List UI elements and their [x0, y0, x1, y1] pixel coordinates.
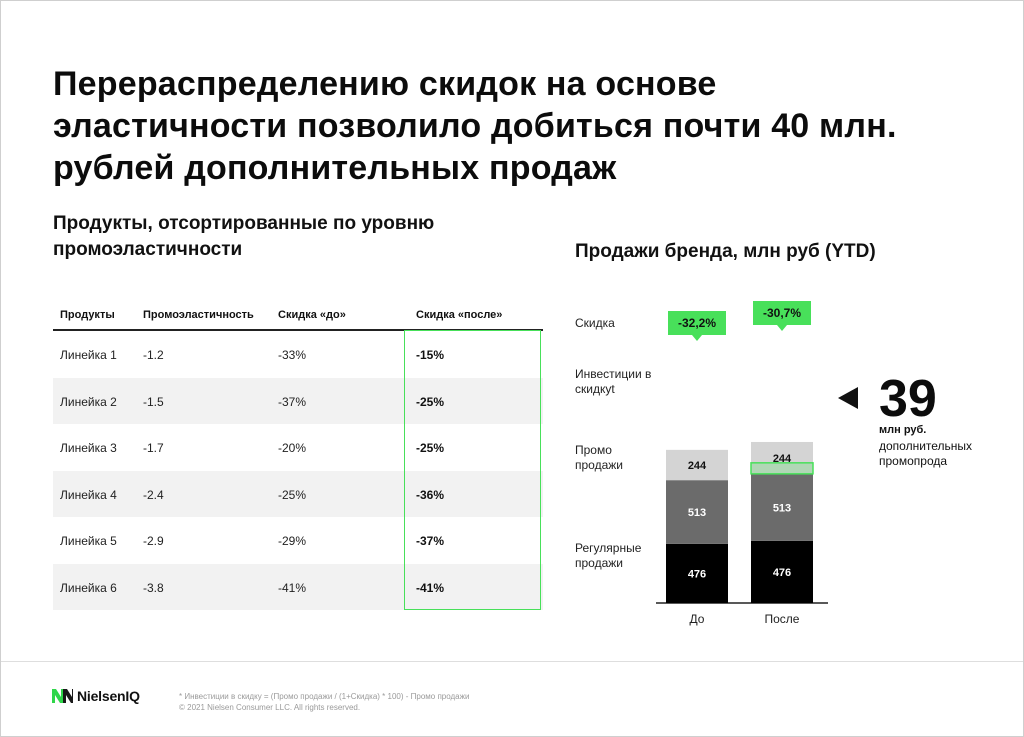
row-label-regular: Регулярные продажи [575, 541, 642, 570]
cell-product: Линейка 1 [60, 348, 117, 362]
header-products: Продукты [60, 309, 115, 321]
bar-regular-sales [751, 540, 813, 603]
cell-elasticity: -1.2 [143, 348, 164, 362]
table-row: Линейка 5 -2.9 -29% -37% [53, 517, 543, 564]
bar-value-label: 476 [688, 568, 706, 580]
callout-description: дополнительных промопрода [879, 439, 973, 468]
footnote: * Инвестиции в скидку = (Промо продажи /… [179, 691, 469, 713]
cell-elasticity: -1.5 [143, 394, 164, 409]
cell-discount-after: -37% [416, 534, 445, 548]
cell-discount-after: -15% [416, 348, 445, 362]
cell-product: Линейка 2 [60, 394, 117, 409]
header-elasticity: Промоэластичность [143, 309, 254, 321]
category-label: До [690, 612, 705, 626]
brand-name: NielsenIQ [77, 688, 140, 704]
incremental-highlight [750, 462, 814, 475]
bar-value-label: 244 [688, 460, 707, 472]
table-row: Линейка 2 -1.5 -37% -25% [53, 377, 543, 424]
callout-value: 39 [879, 370, 937, 428]
header-discount-after: Скидка «после» [416, 309, 503, 321]
cell-discount-before: -37% [278, 394, 307, 409]
discount-badge-pointer [777, 325, 787, 331]
table-row: Линейка 6 -3.8 -41% -41% [53, 563, 543, 610]
cell-discount-before: -29% [278, 534, 307, 548]
stacked-bar-chart: 476 513 244 До 476 513 244 После -32,2% -30,7% [656, 301, 858, 626]
cell-elasticity: -3.8 [143, 580, 164, 595]
cell-discount-before: -41% [278, 580, 307, 595]
cell-discount-after: -36% [416, 487, 445, 502]
footnote-formula: * Инвестиции в скидку = (Промо продажи /… [179, 692, 470, 701]
bar-promo-sales [751, 473, 813, 541]
cell-discount-after: -25% [416, 394, 445, 409]
cell-elasticity: -2.4 [143, 487, 164, 502]
table-section-title: Продукты, отсортированные по уровню пром… [53, 213, 435, 260]
copyright: © 2021 Nielsen Consumer LLC. All rights … [179, 703, 361, 712]
cell-elasticity: -2.9 [143, 534, 164, 548]
category-label: После [765, 612, 800, 626]
discount-label: -30,7% [763, 306, 801, 320]
footer-divider [1, 661, 1023, 662]
nielseniq-logo: NielsenIQ [51, 687, 140, 705]
cell-discount-after: -41% [416, 580, 445, 595]
bar-value-label: 513 [688, 507, 706, 519]
row-label-discount: Скидка [575, 316, 615, 330]
callout-unit: млн руб. [879, 424, 927, 436]
discount-badge-pointer [692, 335, 702, 341]
cell-discount-before: -20% [278, 441, 307, 455]
cell-product: Линейка 5 [60, 534, 117, 548]
bar-investment [666, 449, 728, 481]
bar-regular-sales [666, 543, 728, 603]
page-title: Перераспределению скидок на основе эласт… [53, 65, 897, 187]
bar-value-label: 476 [773, 567, 791, 579]
table-row: Линейка 4 -2.4 -25% -36% [53, 470, 543, 517]
row-label-investment: Инвестиции в скидкуt [575, 367, 652, 396]
discount-badge [668, 311, 726, 335]
table-row: Линейка 3 -1.7 -20% -25% [53, 424, 543, 471]
cell-discount-before: -33% [278, 348, 307, 362]
bar-promo-sales [666, 480, 728, 544]
nielseniq-logo-icon [52, 689, 73, 703]
table-header: Продукты Промоэластичность Скидка «до» С… [53, 307, 543, 331]
header-discount-before: Скидка «до» [278, 309, 346, 321]
cell-discount-after: -25% [416, 441, 445, 455]
cell-product: Линейка 6 [60, 580, 117, 595]
discount-badge [753, 301, 811, 325]
table-row: Линейка 1 -1.2 -33% -15% [53, 331, 543, 378]
cell-elasticity: -1.7 [143, 441, 164, 455]
bar-value-label: 513 [773, 502, 791, 514]
products-table: Продукты Промоэластичность Скидка «до» С… [53, 307, 543, 610]
discount-label: -32,2% [678, 316, 716, 330]
callout-pointer-icon [838, 387, 858, 409]
bar-value-label: 244 [773, 453, 792, 465]
cell-product: Линейка 4 [60, 487, 117, 502]
chart-title: Продажи бренда, млн руб (YTD) [575, 241, 876, 262]
bar-investment [751, 441, 813, 474]
cell-discount-before: -25% [278, 487, 307, 502]
row-label-promo: Промо продажи [575, 443, 623, 472]
cell-product: Линейка 3 [60, 441, 117, 455]
